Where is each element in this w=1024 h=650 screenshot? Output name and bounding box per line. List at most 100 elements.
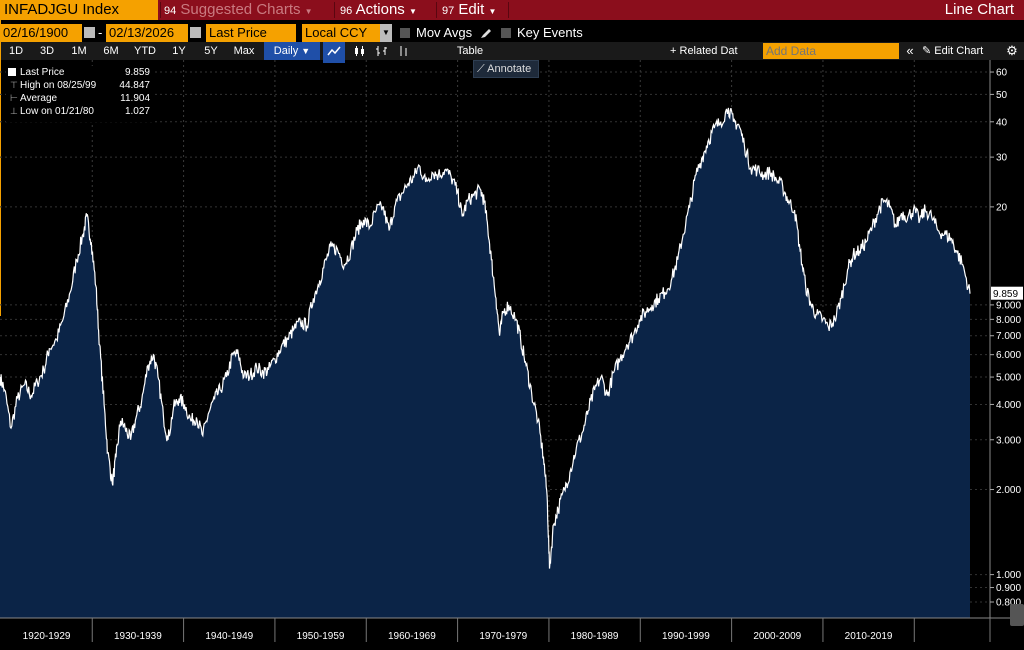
x-decade-label: 1920-1929 bbox=[23, 631, 71, 642]
current-value-label: 9.859 bbox=[993, 289, 1018, 300]
y-tick-label: 50 bbox=[996, 90, 1008, 101]
chevron-down-icon: ▼ bbox=[301, 46, 311, 56]
related-data-button[interactable]: + Related Dat bbox=[670, 42, 754, 60]
x-decade-label: 1980-1989 bbox=[571, 631, 619, 642]
title-divider bbox=[160, 2, 161, 18]
field-selector[interactable]: Last Price bbox=[206, 24, 296, 42]
period-1y[interactable]: 1Y bbox=[172, 45, 186, 57]
chevron-down-icon[interactable]: ▼ bbox=[380, 24, 392, 42]
key-events-checkbox[interactable] bbox=[501, 28, 511, 38]
x-decade-label: 1940-1949 bbox=[205, 631, 253, 642]
currency-selector[interactable]: Local CCY bbox=[302, 24, 380, 42]
legend-low-value: 1.027 bbox=[124, 106, 150, 117]
period-1m[interactable]: 1M bbox=[71, 45, 87, 57]
y-tick-label: 2.000 bbox=[996, 485, 1021, 496]
y-tick-label: 40 bbox=[996, 117, 1008, 128]
period-6m[interactable]: 6M bbox=[103, 45, 119, 57]
related-data-label: Related Dat bbox=[679, 45, 738, 57]
legend-average-value: 11.904 bbox=[120, 93, 150, 104]
ticker-field[interactable]: INFADJGU Index bbox=[0, 0, 158, 20]
legend-average-label: Average bbox=[20, 93, 58, 104]
pencil-icon[interactable] bbox=[480, 27, 492, 39]
series-line bbox=[0, 107, 971, 569]
gear-icon[interactable]: ⚙ bbox=[1006, 43, 1018, 58]
edit-menu[interactable]: 97 Edit ▼ bbox=[442, 0, 496, 22]
title-divider bbox=[334, 2, 335, 18]
annotate-label: Annotate bbox=[487, 63, 532, 75]
edit-number: 97 bbox=[442, 5, 455, 17]
chevron-down-icon: ▼ bbox=[304, 7, 313, 16]
y-tick-label: 7.000 bbox=[996, 331, 1021, 342]
table-button[interactable]: Table bbox=[456, 45, 484, 57]
chevron-down-icon: ▼ bbox=[408, 7, 417, 16]
chart-type-label: Line Chart bbox=[944, 1, 1014, 18]
legend-swatch bbox=[8, 68, 16, 76]
scroll-handle[interactable] bbox=[1010, 604, 1024, 626]
period-3d[interactable]: 3D bbox=[39, 45, 55, 57]
bar-chart-icon[interactable] bbox=[372, 42, 392, 63]
line-chart[interactable]: 60 50 40 30 20 9.000 8.000 7.000 6.000 5.000 4.000… bbox=[0, 60, 1024, 650]
edit-chart-label: Edit Chart bbox=[934, 45, 984, 57]
x-decade-label: 1930-1939 bbox=[114, 631, 162, 642]
key-events-label[interactable]: Key Events bbox=[517, 25, 583, 40]
y-tick-label: 1.000 bbox=[996, 570, 1021, 581]
y-tick-label: 0.800 bbox=[996, 598, 1021, 609]
legend-row-average: ⊢ Average 11.904 bbox=[6, 92, 154, 105]
actions-number: 96 bbox=[340, 5, 353, 17]
calendar-icon[interactable] bbox=[84, 27, 95, 38]
y-tick-label: 3.000 bbox=[996, 435, 1021, 446]
y-tick-label: 30 bbox=[996, 153, 1008, 164]
legend-low-label: Low on 01/21/80 bbox=[20, 106, 94, 117]
legend-last-value: 9.859 bbox=[124, 67, 150, 78]
y-tick-label: 8.000 bbox=[996, 315, 1021, 326]
line-chart-icon[interactable] bbox=[323, 42, 345, 63]
x-decade-label: 1960-1969 bbox=[388, 631, 436, 642]
y-tick-label: 60 bbox=[996, 68, 1008, 79]
average-marker-icon: ⊢ bbox=[10, 93, 18, 103]
ohlc-icon[interactable] bbox=[394, 42, 414, 63]
x-decade-label: 1970-1979 bbox=[479, 631, 527, 642]
edit-chart-button[interactable]: ✎ Edit Chart bbox=[922, 42, 1000, 60]
plus-icon: + bbox=[670, 45, 677, 57]
suggested-charts-number: 94 bbox=[164, 5, 177, 17]
date-separator: - bbox=[98, 25, 103, 40]
period-ytd[interactable]: YTD bbox=[134, 45, 156, 57]
calendar-icon[interactable] bbox=[190, 27, 201, 38]
legend-high-value: 44.847 bbox=[119, 80, 150, 91]
x-decade-label: 1990-1999 bbox=[662, 631, 710, 642]
low-marker-icon: ⊥ bbox=[10, 106, 18, 116]
title-bar bbox=[0, 0, 1024, 20]
double-chevron-left-icon[interactable]: « bbox=[906, 43, 914, 58]
current-value-box bbox=[991, 286, 1023, 300]
mov-avgs-label[interactable]: Mov Avgs bbox=[416, 25, 473, 40]
annotate-button[interactable]: ⟋ Annotate bbox=[473, 60, 539, 78]
edit-label: Edit bbox=[458, 1, 485, 18]
frequency-selector[interactable]: Daily ▼ bbox=[264, 42, 320, 60]
chevron-down-icon: ▼ bbox=[488, 7, 497, 16]
period-1d[interactable]: 1D bbox=[8, 45, 24, 57]
title-divider bbox=[508, 2, 509, 18]
y-tick-label: 20 bbox=[996, 202, 1008, 213]
actions-menu[interactable]: 96 Actions ▼ bbox=[340, 0, 417, 22]
start-date-field[interactable]: 02/16/1900 bbox=[0, 24, 82, 42]
candlestick-icon[interactable] bbox=[350, 42, 370, 63]
series-area bbox=[0, 107, 970, 619]
y-tick-label: 4.000 bbox=[996, 400, 1021, 411]
end-date-field[interactable]: 02/13/2026 bbox=[106, 24, 188, 42]
actions-label: Actions bbox=[355, 1, 405, 18]
suggested-charts-menu[interactable]: 94 Suggested Charts ▼ bbox=[164, 0, 313, 22]
y-tick-label: 6.000 bbox=[996, 350, 1021, 361]
line-tool-icon: ⟋ bbox=[477, 63, 485, 75]
y-tick-label: 9.000 bbox=[996, 300, 1021, 311]
period-max[interactable]: Max bbox=[233, 45, 255, 57]
frequency-label: Daily bbox=[273, 45, 299, 57]
x-decade-label: 2010-2019 bbox=[845, 631, 893, 642]
high-marker-icon: ⊤ bbox=[10, 80, 18, 90]
period-5y[interactable]: 5Y bbox=[204, 45, 218, 57]
legend: Last Price 9.859 ⊤ High on 08/25/99 44.8… bbox=[6, 66, 154, 122]
mov-avgs-checkbox[interactable] bbox=[400, 28, 410, 38]
y-tick-label: 5.000 bbox=[996, 373, 1021, 384]
x-decade-label: 1950-1959 bbox=[297, 631, 345, 642]
legend-row-low: ⊥ Low on 01/21/80 1.027 bbox=[6, 105, 154, 118]
add-data-input[interactable] bbox=[763, 43, 899, 59]
